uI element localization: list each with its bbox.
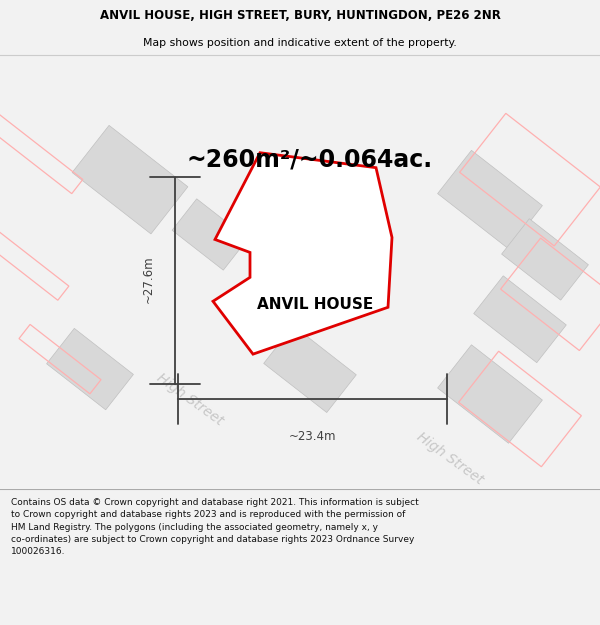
Polygon shape (437, 151, 542, 249)
Polygon shape (502, 219, 589, 300)
Polygon shape (213, 152, 392, 354)
Polygon shape (474, 276, 566, 362)
Polygon shape (47, 328, 133, 410)
Text: High Street: High Street (414, 430, 486, 488)
Polygon shape (172, 199, 248, 270)
Text: Map shows position and indicative extent of the property.: Map shows position and indicative extent… (143, 38, 457, 48)
Text: ANVIL HOUSE: ANVIL HOUSE (257, 297, 373, 312)
Polygon shape (72, 126, 188, 234)
Text: ~27.6m: ~27.6m (142, 256, 155, 303)
Polygon shape (264, 326, 356, 412)
Text: High Street: High Street (154, 370, 226, 428)
Text: ANVIL HOUSE, HIGH STREET, BURY, HUNTINGDON, PE26 2NR: ANVIL HOUSE, HIGH STREET, BURY, HUNTINGD… (100, 9, 500, 22)
Text: ~23.4m: ~23.4m (289, 431, 337, 443)
Text: ~260m²/~0.064ac.: ~260m²/~0.064ac. (187, 148, 433, 172)
Polygon shape (437, 345, 542, 443)
Text: Contains OS data © Crown copyright and database right 2021. This information is : Contains OS data © Crown copyright and d… (11, 498, 419, 556)
Polygon shape (273, 176, 367, 264)
